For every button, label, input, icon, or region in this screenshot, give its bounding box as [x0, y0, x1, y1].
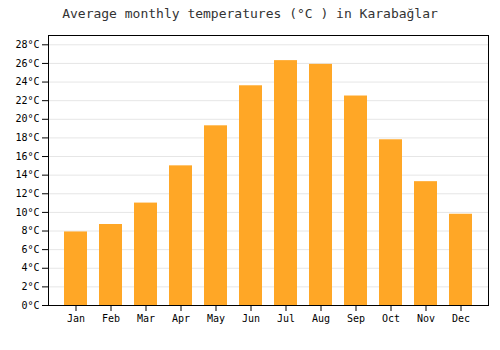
svg-text:28°C: 28°C — [15, 39, 39, 50]
svg-text:Nov: Nov — [417, 313, 435, 324]
svg-text:26°C: 26°C — [15, 58, 39, 69]
svg-text:22°C: 22°C — [15, 95, 39, 106]
svg-text:0°C: 0°C — [21, 300, 39, 311]
svg-text:Sep: Sep — [347, 313, 365, 324]
svg-text:Dec: Dec — [452, 313, 470, 324]
svg-text:Mar: Mar — [137, 313, 155, 324]
svg-text:24°C: 24°C — [15, 76, 39, 87]
svg-text:12°C: 12°C — [15, 188, 39, 199]
svg-text:14°C: 14°C — [15, 169, 39, 180]
svg-text:18°C: 18°C — [15, 132, 39, 143]
svg-text:8°C: 8°C — [21, 225, 39, 236]
svg-text:Aug: Aug — [312, 313, 330, 324]
svg-text:Jun: Jun — [242, 313, 260, 324]
svg-text:May: May — [207, 313, 225, 324]
svg-text:Jul: Jul — [277, 313, 295, 324]
svg-text:Oct: Oct — [382, 313, 400, 324]
svg-text:Apr: Apr — [172, 313, 190, 324]
svg-text:2°C: 2°C — [21, 281, 39, 292]
svg-text:Feb: Feb — [102, 313, 120, 324]
svg-text:10°C: 10°C — [15, 207, 39, 218]
svg-text:20°C: 20°C — [15, 113, 39, 124]
svg-text:6°C: 6°C — [21, 244, 39, 255]
svg-text:16°C: 16°C — [15, 151, 39, 162]
html-text:Average monthly temperatures (: Average monthly temperatures (°C ) in Ka… — [62, 6, 438, 21]
svg-text:Jan: Jan — [67, 313, 85, 324]
svg-text:4°C: 4°C — [21, 262, 39, 273]
